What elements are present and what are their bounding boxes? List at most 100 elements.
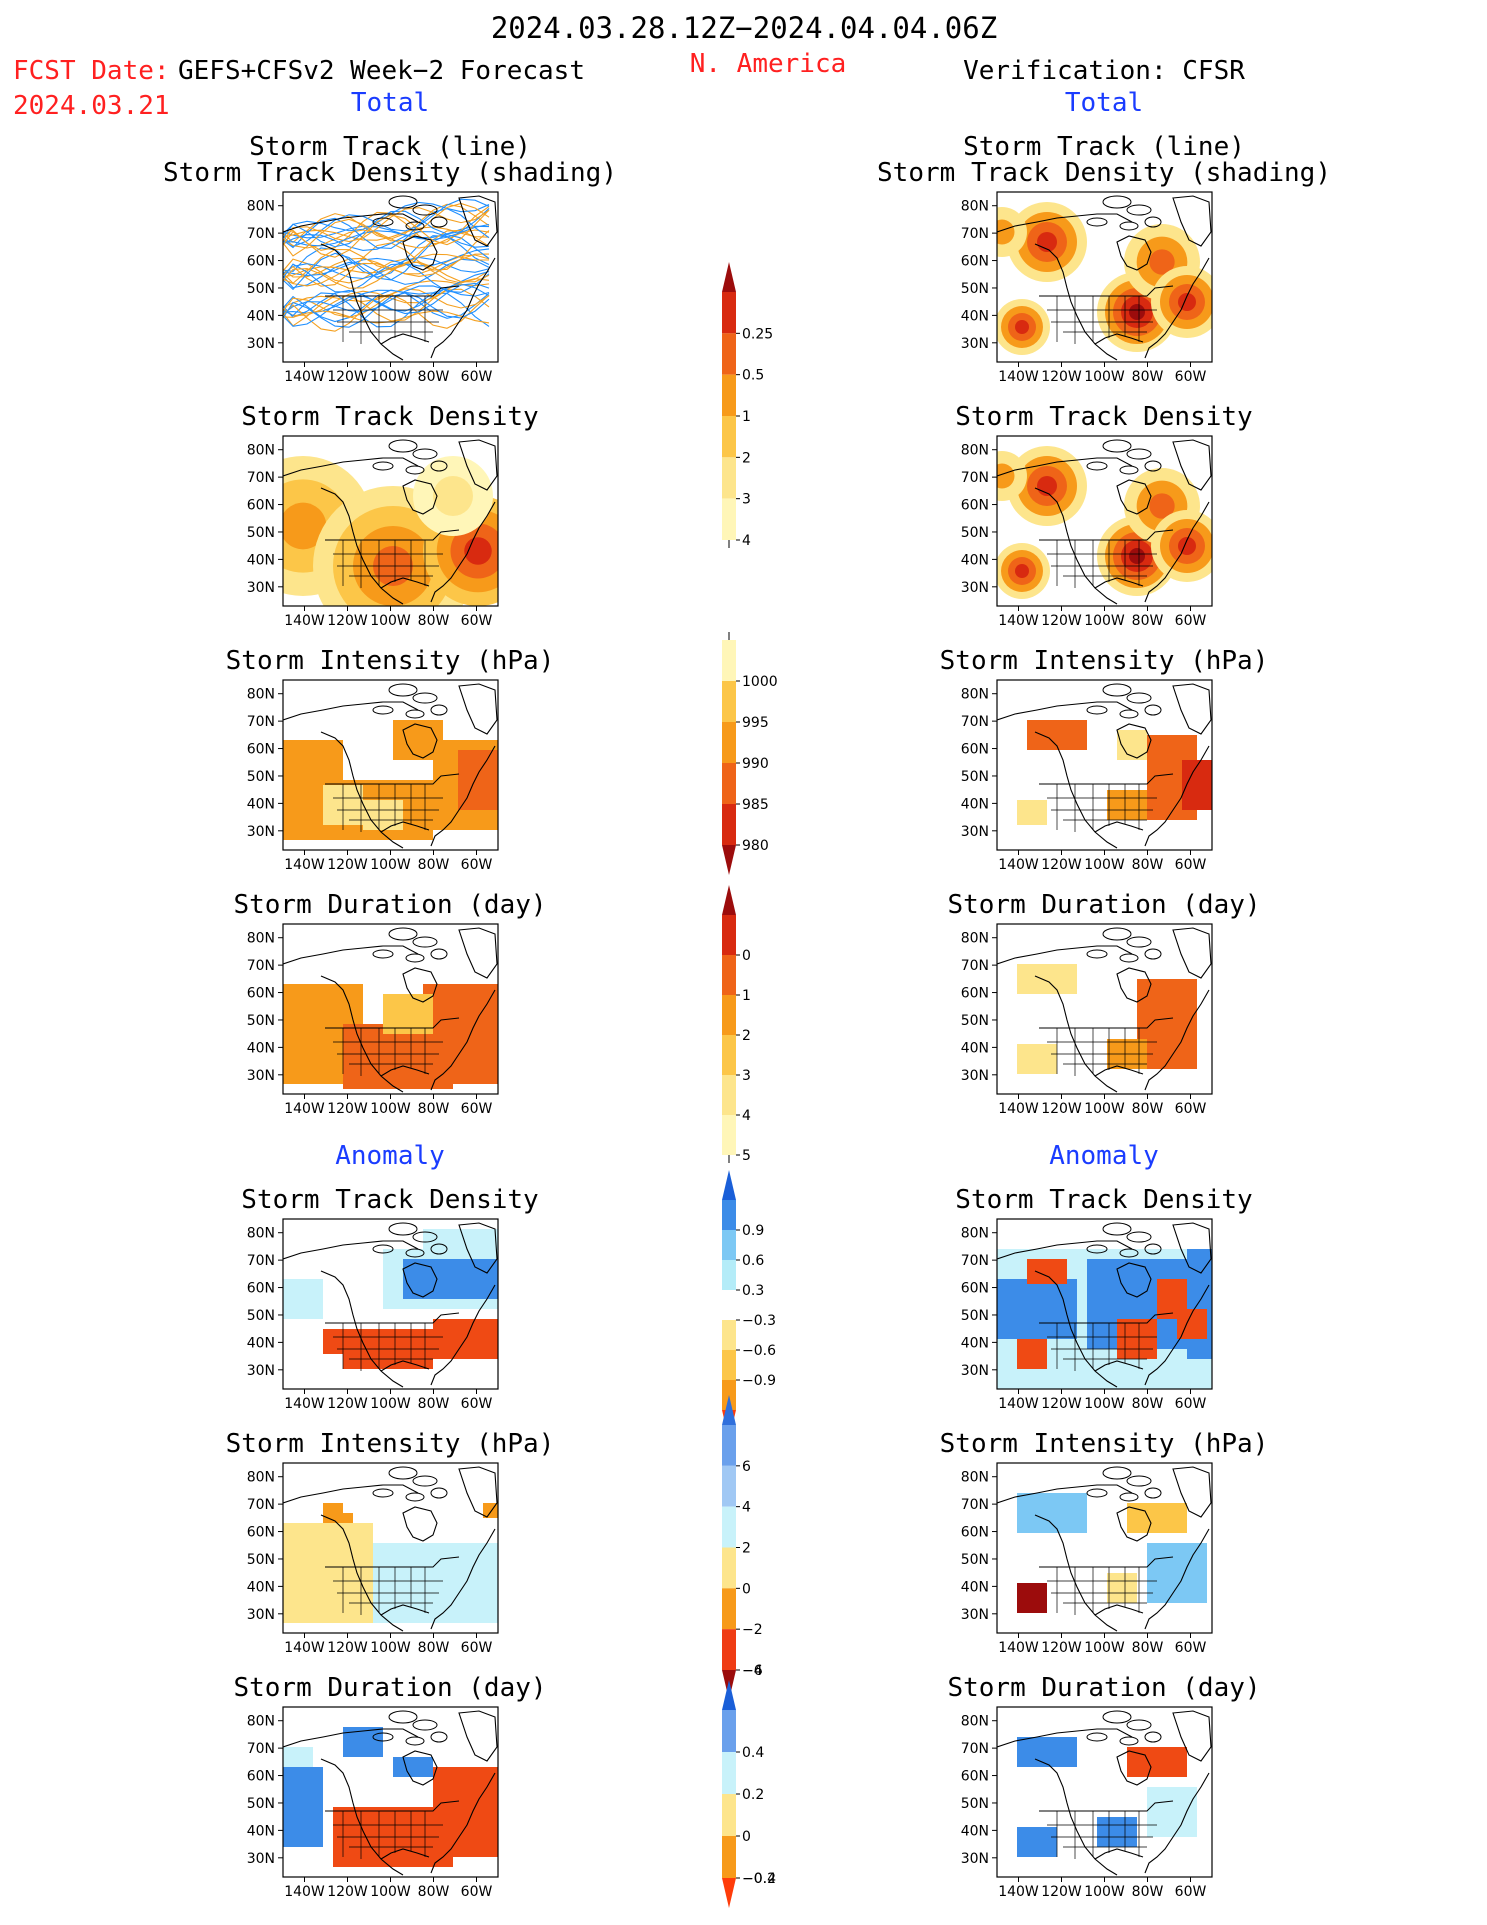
coastline xyxy=(283,213,419,233)
map-panel-3-0 xyxy=(283,924,498,1094)
shade-cell xyxy=(283,1279,323,1319)
colorbar-label: 0.5 xyxy=(742,368,764,384)
lon-tick-label: 140W xyxy=(998,1640,1039,1656)
lat-tick-label: 30N xyxy=(961,1607,989,1623)
lat-tick-label: 50N xyxy=(247,1013,275,1029)
map-panel-1-0 xyxy=(283,436,498,606)
island xyxy=(1119,1248,1139,1258)
lat-tick-label: 40N xyxy=(961,308,989,324)
colorbar-label: −0.9 xyxy=(742,1373,776,1389)
shade-blob xyxy=(1129,304,1145,320)
island xyxy=(388,1710,418,1724)
shade-cell xyxy=(1027,720,1087,750)
lon-tick-label: 120W xyxy=(327,369,368,385)
shade-cell xyxy=(363,800,403,830)
coastline xyxy=(1116,1750,1152,1786)
lon-tick-label: 120W xyxy=(327,857,368,873)
lon-tick-label: 100W xyxy=(370,857,411,873)
colorbar-segment xyxy=(722,292,736,334)
lat-tick-label: 40N xyxy=(961,1040,989,1056)
lon-tick-label: 60W xyxy=(1175,613,1207,629)
title-density-anom-left: Storm Track Density xyxy=(241,1185,539,1215)
coastline xyxy=(1144,1772,1210,1874)
shade-cell xyxy=(373,1543,498,1623)
island xyxy=(1102,1466,1132,1480)
coastline xyxy=(997,945,1133,965)
island xyxy=(412,1231,438,1243)
coastline xyxy=(430,501,496,603)
island xyxy=(1102,195,1132,209)
coastline xyxy=(380,333,430,345)
lon-tick-label: 140W xyxy=(284,1884,325,1900)
lat-tick-label: 80N xyxy=(961,443,989,459)
colorbar-label: 4 xyxy=(742,533,751,549)
storm-track-line xyxy=(283,231,490,252)
island xyxy=(1086,1488,1108,1498)
lat-tick-label: 60N xyxy=(961,1525,989,1541)
lat-tick-label: 80N xyxy=(247,1226,275,1242)
island xyxy=(412,692,438,704)
colorbar-label: 4 xyxy=(742,1108,751,1124)
map-panel-6-0 xyxy=(283,1707,498,1877)
colorbar-segment xyxy=(722,333,736,375)
shade-blob xyxy=(997,219,1015,245)
colorbar-label: 2 xyxy=(742,1541,751,1557)
colorbar-duration-anomaly-colorbar: 0.4 0.2 0 −0.2−0.4 xyxy=(722,1680,776,1908)
lon-tick-label: 120W xyxy=(1041,369,1082,385)
island xyxy=(388,1466,418,1480)
lat-tick-label: 60N xyxy=(961,254,989,270)
lat-tick-label: 70N xyxy=(961,1497,989,1513)
coastline xyxy=(1034,1270,1118,1388)
coastline xyxy=(997,457,1133,477)
coastline xyxy=(430,1528,496,1630)
colorbar-density-colorbar: 0.25 0.5 1 2 3 4 xyxy=(722,262,773,549)
storm-track-line xyxy=(283,223,490,247)
title-intensity-anom-right: Storm Intensity (hPa) xyxy=(939,1429,1269,1459)
colorbar-intensity-colorbar: 1000 995 990 985 980 xyxy=(722,632,778,875)
coastline xyxy=(1034,487,1118,605)
lat-tick-label: 30N xyxy=(247,824,275,840)
island xyxy=(405,709,425,719)
colorbar-density-anomaly-colorbar: 0.9 0.6 0.3 −0.3 −0.6 −0.9 xyxy=(722,1170,776,1440)
map-panel-0-1 xyxy=(997,192,1212,362)
lat-tick-label: 80N xyxy=(961,199,989,215)
lat-tick-label: 80N xyxy=(961,1714,989,1730)
colorbar-segment xyxy=(722,763,736,804)
colorbar-label: 0.4 xyxy=(742,1745,764,1761)
coastline xyxy=(320,975,404,1093)
lon-tick-label: 60W xyxy=(461,369,493,385)
island xyxy=(1102,1222,1132,1236)
shade-cell xyxy=(283,1523,373,1623)
lat-tick-label: 40N xyxy=(247,1040,275,1056)
shade-cell xyxy=(393,1757,433,1777)
lat-tick-label: 40N xyxy=(961,1823,989,1839)
colorbar-segment xyxy=(722,915,736,955)
coastline xyxy=(997,1484,1133,1504)
coastline xyxy=(402,1506,438,1542)
coastline xyxy=(997,701,1133,721)
map-panel-1-1 xyxy=(997,436,1212,606)
island xyxy=(1144,1731,1162,1743)
lat-tick-label: 40N xyxy=(247,1579,275,1595)
lon-tick-label: 140W xyxy=(998,369,1039,385)
title-track-shading-right: Storm Track Density (shading) xyxy=(877,158,1331,188)
coastline xyxy=(1172,439,1212,491)
lon-tick-label: 80W xyxy=(418,613,450,629)
island xyxy=(388,683,418,697)
coastline xyxy=(402,235,438,271)
lat-tick-label: 70N xyxy=(961,958,989,974)
shade-cell xyxy=(1017,1339,1047,1369)
island xyxy=(405,953,425,963)
coastline xyxy=(430,257,496,359)
shade-cell xyxy=(1127,1503,1187,1533)
island xyxy=(405,1248,425,1258)
lat-tick-label: 60N xyxy=(961,986,989,1002)
coastline xyxy=(283,1728,419,1748)
coastline xyxy=(402,479,438,515)
coastline xyxy=(1172,683,1212,735)
island xyxy=(1126,1231,1152,1243)
coastline xyxy=(380,821,430,833)
lon-tick-label: 140W xyxy=(284,1396,325,1412)
lon-tick-label: 80W xyxy=(418,857,450,873)
coastline xyxy=(1144,257,1210,359)
